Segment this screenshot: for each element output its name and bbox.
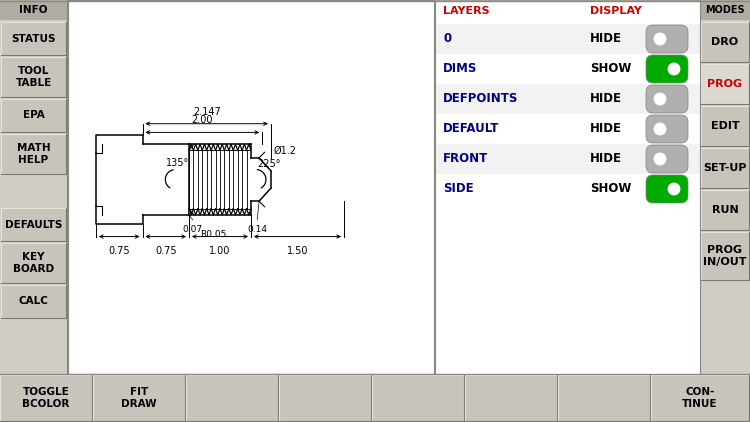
FancyBboxPatch shape (646, 55, 688, 83)
Bar (701, 148, 749, 188)
Bar (186, 375, 278, 421)
Text: 225°: 225° (257, 159, 280, 169)
Bar (701, 106, 749, 146)
Bar (465, 375, 557, 421)
Text: SIDE: SIDE (443, 182, 474, 195)
Text: SET-UP: SET-UP (704, 163, 747, 173)
Circle shape (654, 33, 666, 45)
Text: Ø1.2: Ø1.2 (274, 146, 297, 156)
Circle shape (654, 123, 666, 135)
Bar (372, 375, 464, 421)
Text: MATH
HELP: MATH HELP (16, 143, 50, 165)
Text: 0.75: 0.75 (109, 246, 130, 256)
Bar (701, 232, 749, 280)
Text: R0.05: R0.05 (200, 230, 227, 239)
Text: HIDE: HIDE (590, 152, 622, 165)
Bar (435, 84, 700, 114)
Text: EDIT: EDIT (711, 121, 740, 131)
Text: DEFAULT: DEFAULT (443, 122, 500, 135)
Text: 0: 0 (443, 32, 452, 46)
Bar (1, 22, 66, 55)
Text: FRONT: FRONT (443, 152, 488, 165)
Bar (0, 0, 67, 20)
Bar (700, 0, 750, 20)
Text: 135°: 135° (166, 158, 189, 168)
Bar (700, 0, 750, 422)
Circle shape (668, 183, 680, 195)
Text: SHOW: SHOW (590, 182, 632, 195)
Bar (701, 64, 749, 104)
Text: DEFAULTS: DEFAULTS (4, 219, 62, 230)
Bar (1, 285, 66, 318)
Text: HIDE: HIDE (590, 122, 622, 135)
Bar (1, 243, 66, 283)
Text: PROG
IN/OUT: PROG IN/OUT (704, 245, 747, 267)
Text: SHOW: SHOW (590, 62, 632, 76)
Text: RUN: RUN (712, 205, 738, 215)
Text: TOGGLE
BCOLOR: TOGGLE BCOLOR (22, 387, 70, 409)
Bar (1, 208, 66, 241)
Bar (435, 54, 700, 84)
Text: LAYERS: LAYERS (443, 6, 490, 16)
Text: DEFPOINTS: DEFPOINTS (443, 92, 518, 106)
Text: DIMS: DIMS (443, 62, 477, 76)
Text: DRO: DRO (712, 37, 739, 47)
Bar (701, 22, 749, 62)
Bar (68, 0, 434, 374)
Text: FIT
DRAW: FIT DRAW (122, 387, 157, 409)
Text: MODES: MODES (705, 5, 745, 15)
Text: 0.75: 0.75 (155, 246, 176, 256)
Bar (435, 174, 700, 204)
Text: HIDE: HIDE (590, 32, 622, 46)
Bar (93, 375, 185, 421)
FancyBboxPatch shape (646, 115, 688, 143)
Text: 1.00: 1.00 (209, 246, 231, 256)
Text: EPA: EPA (22, 111, 44, 121)
Bar (558, 375, 650, 421)
Bar (279, 375, 371, 421)
FancyBboxPatch shape (646, 145, 688, 173)
Text: 1.50: 1.50 (286, 246, 308, 256)
Text: 2.00: 2.00 (191, 115, 213, 125)
Circle shape (654, 153, 666, 165)
Text: DISPLAY: DISPLAY (590, 6, 642, 16)
Text: 0.07: 0.07 (183, 225, 203, 234)
FancyBboxPatch shape (646, 175, 688, 203)
Bar (651, 375, 749, 421)
Text: STATUS: STATUS (11, 33, 56, 43)
Text: 2.147: 2.147 (193, 107, 220, 117)
Text: CON-
TINUE: CON- TINUE (682, 387, 718, 409)
Text: HIDE: HIDE (590, 92, 622, 106)
Text: KEY
BOARD: KEY BOARD (13, 252, 54, 274)
Text: 0.14: 0.14 (248, 225, 267, 234)
Bar (0, 374, 750, 422)
FancyBboxPatch shape (646, 85, 688, 113)
Bar (435, 24, 700, 54)
Bar (435, 114, 700, 144)
Text: PROG: PROG (707, 79, 742, 89)
FancyBboxPatch shape (646, 25, 688, 53)
Text: INFO: INFO (20, 5, 48, 15)
Text: CALC: CALC (19, 297, 49, 306)
Text: TOOL
TABLE: TOOL TABLE (15, 66, 52, 88)
Bar (1, 99, 66, 132)
Bar (0, 375, 92, 421)
Bar (0, 0, 67, 422)
Circle shape (654, 93, 666, 105)
Bar (435, 0, 700, 374)
Bar (1, 134, 66, 174)
Circle shape (668, 63, 680, 75)
Bar (701, 190, 749, 230)
Bar (435, 144, 700, 174)
Bar (1, 57, 66, 97)
